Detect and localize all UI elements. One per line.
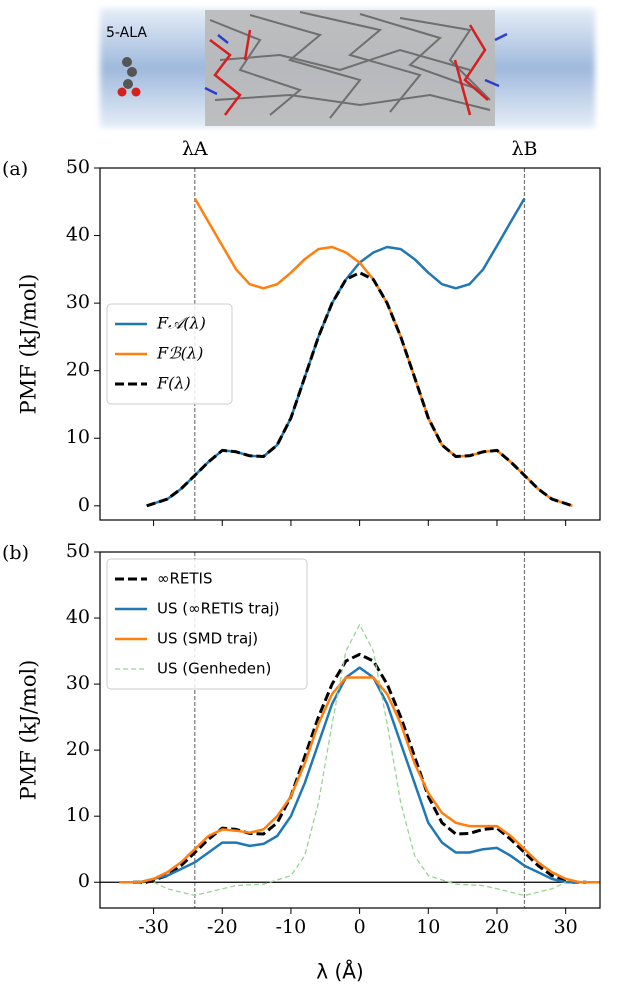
legend-box xyxy=(106,303,233,405)
legend-label: US (∞RETIS traj) xyxy=(157,600,280,618)
legend-label: F(λ) xyxy=(156,374,191,393)
panel-label: (b) xyxy=(2,542,29,564)
legend-label: US (SMD traj) xyxy=(157,630,258,648)
panel-label: (a) xyxy=(2,158,28,180)
y-tick-label: 30 xyxy=(66,672,90,694)
x-tick-label: 0 xyxy=(354,916,366,938)
x-tick-label: 20 xyxy=(485,916,509,938)
y-tick-label: 10 xyxy=(66,804,90,826)
series-line xyxy=(153,624,566,897)
series-line xyxy=(146,271,573,508)
x-axis-label: λ (Å) xyxy=(316,960,363,984)
x-tick-label: 10 xyxy=(416,916,440,938)
y-axis-label: PMF (kJ/mol) xyxy=(17,274,41,415)
axes-frame xyxy=(99,167,601,521)
reference-label: λB xyxy=(511,138,537,160)
y-axis-label: PMF (kJ/mol) xyxy=(17,660,41,801)
y-tick-label: 40 xyxy=(66,606,90,628)
series-line xyxy=(133,652,587,884)
y-tick-label: 0 xyxy=(78,494,90,516)
legend-label: F𝒜(λ) xyxy=(156,314,206,333)
x-tick-label: -30 xyxy=(138,916,169,938)
y-tick-label: 40 xyxy=(66,224,90,246)
y-tick-label: 50 xyxy=(66,540,90,562)
y-tick-label: 0 xyxy=(78,870,90,892)
x-tick-label: -10 xyxy=(276,916,307,938)
molecular-render: 5-ALA xyxy=(100,8,595,128)
legend-label: US (Genheden) xyxy=(157,660,271,678)
y-tick-label: 20 xyxy=(66,738,90,760)
y-tick-label: 30 xyxy=(66,291,90,313)
legend-label: ∞RETIS xyxy=(157,570,213,588)
legend-label: Fℬ(λ) xyxy=(156,344,203,363)
x-tick-label: -20 xyxy=(207,916,238,938)
axes-frame xyxy=(99,551,601,909)
series-line xyxy=(119,676,600,884)
legend-box xyxy=(106,558,308,690)
y-tick-label: 10 xyxy=(66,426,90,448)
x-tick-label: 30 xyxy=(554,916,578,938)
molecule-label: 5-ALA xyxy=(106,25,147,41)
reference-label: λA xyxy=(182,138,208,160)
series-line xyxy=(119,666,600,884)
y-tick-label: 20 xyxy=(66,359,90,381)
series-line xyxy=(193,197,573,507)
y-tick-label: 50 xyxy=(66,156,90,178)
